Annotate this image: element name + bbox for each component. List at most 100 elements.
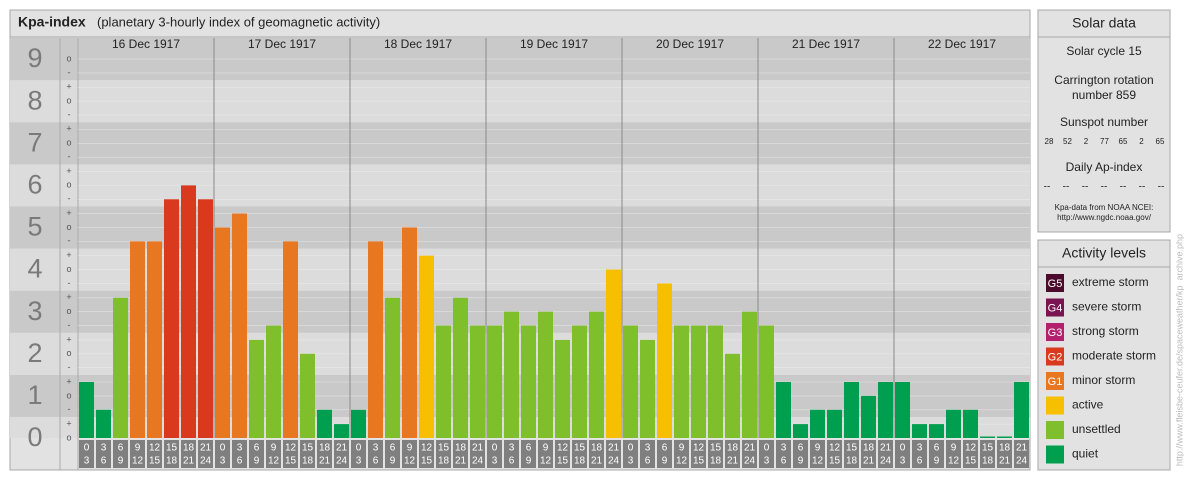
bar xyxy=(674,325,689,438)
hour-box xyxy=(198,440,213,468)
minor-tick-label: o xyxy=(66,53,71,63)
hour-box xyxy=(402,440,417,468)
bar xyxy=(725,353,740,438)
hour-box xyxy=(776,440,791,468)
hour-box xyxy=(538,440,553,468)
hour-label: 12 xyxy=(149,443,161,454)
legend-swatch xyxy=(1046,421,1064,439)
hour-label: 12 xyxy=(404,456,416,467)
bar xyxy=(912,424,927,438)
ap-value: -- xyxy=(1101,182,1108,193)
hour-box xyxy=(368,440,383,468)
hour-label: 9 xyxy=(135,443,141,454)
hour-box xyxy=(878,440,893,468)
hour-label: 12 xyxy=(812,456,824,467)
hour-label: 6 xyxy=(101,456,107,467)
hour-label: 12 xyxy=(693,443,705,454)
hour-label: 6 xyxy=(917,456,923,467)
y-tick-label: 5 xyxy=(27,212,42,242)
minor-tick-label: + xyxy=(66,124,71,134)
sunspot-value: 52 xyxy=(1063,137,1072,146)
bar xyxy=(640,339,655,438)
hour-label: 15 xyxy=(285,456,297,467)
hour-label: 3 xyxy=(220,456,226,467)
bar xyxy=(130,241,145,438)
hour-label: 18 xyxy=(302,456,314,467)
bar xyxy=(215,227,230,438)
hour-label: 24 xyxy=(608,456,620,467)
hour-label: 21 xyxy=(319,456,331,467)
hour-label: 0 xyxy=(356,443,362,454)
minor-tick-label: o xyxy=(66,432,71,442)
bar xyxy=(589,311,604,438)
solar-title: Solar data xyxy=(1072,15,1136,31)
hour-label: 15 xyxy=(149,456,161,467)
hour-label: 24 xyxy=(336,456,348,467)
bar xyxy=(351,409,366,438)
hour-box xyxy=(946,440,961,468)
bar xyxy=(164,199,179,438)
bar xyxy=(334,424,349,438)
bar xyxy=(861,395,876,438)
hour-box xyxy=(164,440,179,468)
bar xyxy=(402,227,417,438)
hour-label: 21 xyxy=(455,456,467,467)
y-tick-label: 1 xyxy=(27,380,42,410)
minor-tick-label: + xyxy=(66,208,71,218)
hour-box xyxy=(725,440,740,468)
legend-label: extreme storm xyxy=(1072,275,1149,289)
hour-label: 18 xyxy=(591,443,603,454)
bar xyxy=(436,325,451,438)
hour-box xyxy=(997,440,1012,468)
day-label: 22 Dec 1917 xyxy=(928,37,996,51)
hour-label: 12 xyxy=(965,443,977,454)
hour-label: 18 xyxy=(319,443,331,454)
hour-label: 12 xyxy=(948,456,960,467)
hour-box xyxy=(691,440,706,468)
minor-tick-label: o xyxy=(66,180,71,190)
carrington: number 859 xyxy=(1072,88,1136,102)
bar xyxy=(538,311,553,438)
legend-swatch xyxy=(1046,396,1064,415)
minor-tick-label: o xyxy=(66,306,71,316)
hour-label: 15 xyxy=(829,456,841,467)
hour-box xyxy=(606,440,621,468)
hour-box xyxy=(929,440,944,468)
y-tick-label: 4 xyxy=(27,254,42,284)
day-label: 16 Dec 1917 xyxy=(112,37,180,51)
bands xyxy=(10,38,1030,438)
bar xyxy=(963,409,978,438)
hour-label: 21 xyxy=(863,456,875,467)
minor-tick-label: o xyxy=(66,222,71,232)
hour-label: 21 xyxy=(200,443,212,454)
hour-label: 3 xyxy=(84,456,90,467)
bar xyxy=(759,325,774,438)
minor-tick-label: - xyxy=(68,67,71,77)
minor-tick-label: + xyxy=(66,376,71,386)
hour-label: 6 xyxy=(662,443,668,454)
hour-box xyxy=(623,440,638,468)
hour-label: 21 xyxy=(183,456,195,467)
minor-tick-label: o xyxy=(66,390,71,400)
hour-label: 0 xyxy=(492,443,498,454)
hour-label: 21 xyxy=(744,443,756,454)
hour-label: 6 xyxy=(526,443,532,454)
minor-tick-label: o xyxy=(66,138,71,148)
hour-label: 3 xyxy=(373,443,379,454)
legend-badge: G2 xyxy=(1048,351,1063,363)
hour-box xyxy=(232,440,247,468)
bar xyxy=(708,325,723,438)
ap-value: -- xyxy=(1082,182,1089,193)
hour-label: 12 xyxy=(829,443,841,454)
hour-label: 18 xyxy=(710,456,722,467)
y-tick-label: 9 xyxy=(27,43,42,73)
legend-badge: G3 xyxy=(1048,327,1063,339)
hour-box xyxy=(283,440,298,468)
day-label: 19 Dec 1917 xyxy=(520,37,588,51)
minor-tick-label: - xyxy=(68,362,71,372)
hour-label: 15 xyxy=(846,443,858,454)
hour-label: 9 xyxy=(390,456,396,467)
bar xyxy=(266,325,281,438)
hour-box xyxy=(759,440,774,468)
minor-tick-label: - xyxy=(68,109,71,119)
